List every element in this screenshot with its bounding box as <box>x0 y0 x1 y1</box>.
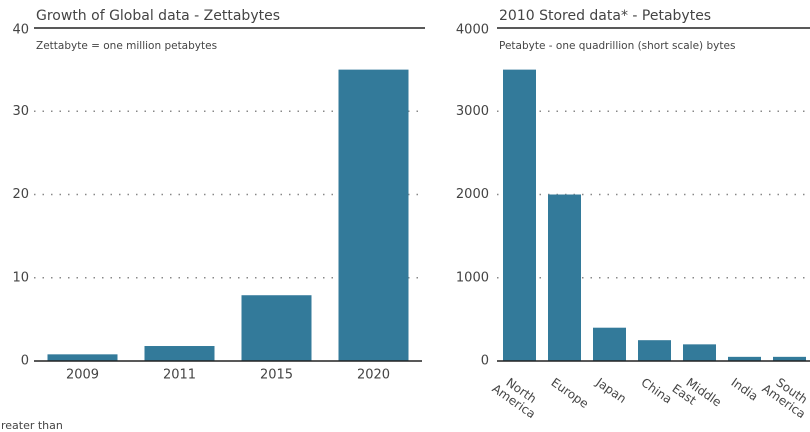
y-tick-label: 2000 <box>456 187 489 202</box>
bar <box>241 295 312 361</box>
bar <box>338 69 409 361</box>
y-tick-label: 0 <box>21 354 29 369</box>
y-tick-label: 1000 <box>456 270 489 285</box>
bar <box>638 340 671 361</box>
y-tick-label: 40 <box>12 23 29 38</box>
x-tick-label-line: India <box>729 375 761 403</box>
y-tick-label: 20 <box>12 187 29 202</box>
bar <box>683 344 716 361</box>
bar <box>144 346 215 361</box>
x-tick-label-line: Europe <box>549 375 592 411</box>
y-tick-label: 3000 <box>456 104 489 119</box>
x-tick-label: India <box>729 375 761 403</box>
x-tick-label: MiddleEast <box>670 370 725 419</box>
bar <box>503 69 536 361</box>
bar <box>593 327 626 361</box>
chart-title: 2010 Stored data* - Petabytes <box>499 8 711 24</box>
x-tick-label: 2009 <box>66 368 99 383</box>
x-tick-label-line: Japan <box>593 374 629 405</box>
x-tick-label: 2011 <box>163 368 196 383</box>
bar <box>728 356 761 361</box>
x-tick-label: NorthAmerica <box>490 370 546 421</box>
x-tick-label: China <box>639 375 675 406</box>
x-tick-label-line: China <box>639 375 675 406</box>
chart-title: Growth of Global data - Zettabytes <box>36 8 280 24</box>
bar <box>773 356 806 361</box>
x-tick-label: 2020 <box>357 368 390 383</box>
x-tick-label: Europe <box>549 375 592 411</box>
y-tick-label: 10 <box>12 270 29 285</box>
bar <box>548 194 581 361</box>
y-tick-label: 30 <box>12 104 29 119</box>
chart-subtitle: Zettabyte = one million petabytes <box>36 40 217 52</box>
x-tick-label: 2015 <box>260 368 293 383</box>
bar <box>47 354 118 361</box>
y-tick-label: 0 <box>481 354 489 369</box>
x-tick-label: Japan <box>593 374 629 405</box>
x-tick-label: SouthAmerica <box>760 370 810 421</box>
chart-subtitle: Petabyte - one quadrillion (short scale)… <box>499 40 735 52</box>
footnote: greater than <box>0 419 63 432</box>
y-tick-label: 4000 <box>456 23 489 38</box>
